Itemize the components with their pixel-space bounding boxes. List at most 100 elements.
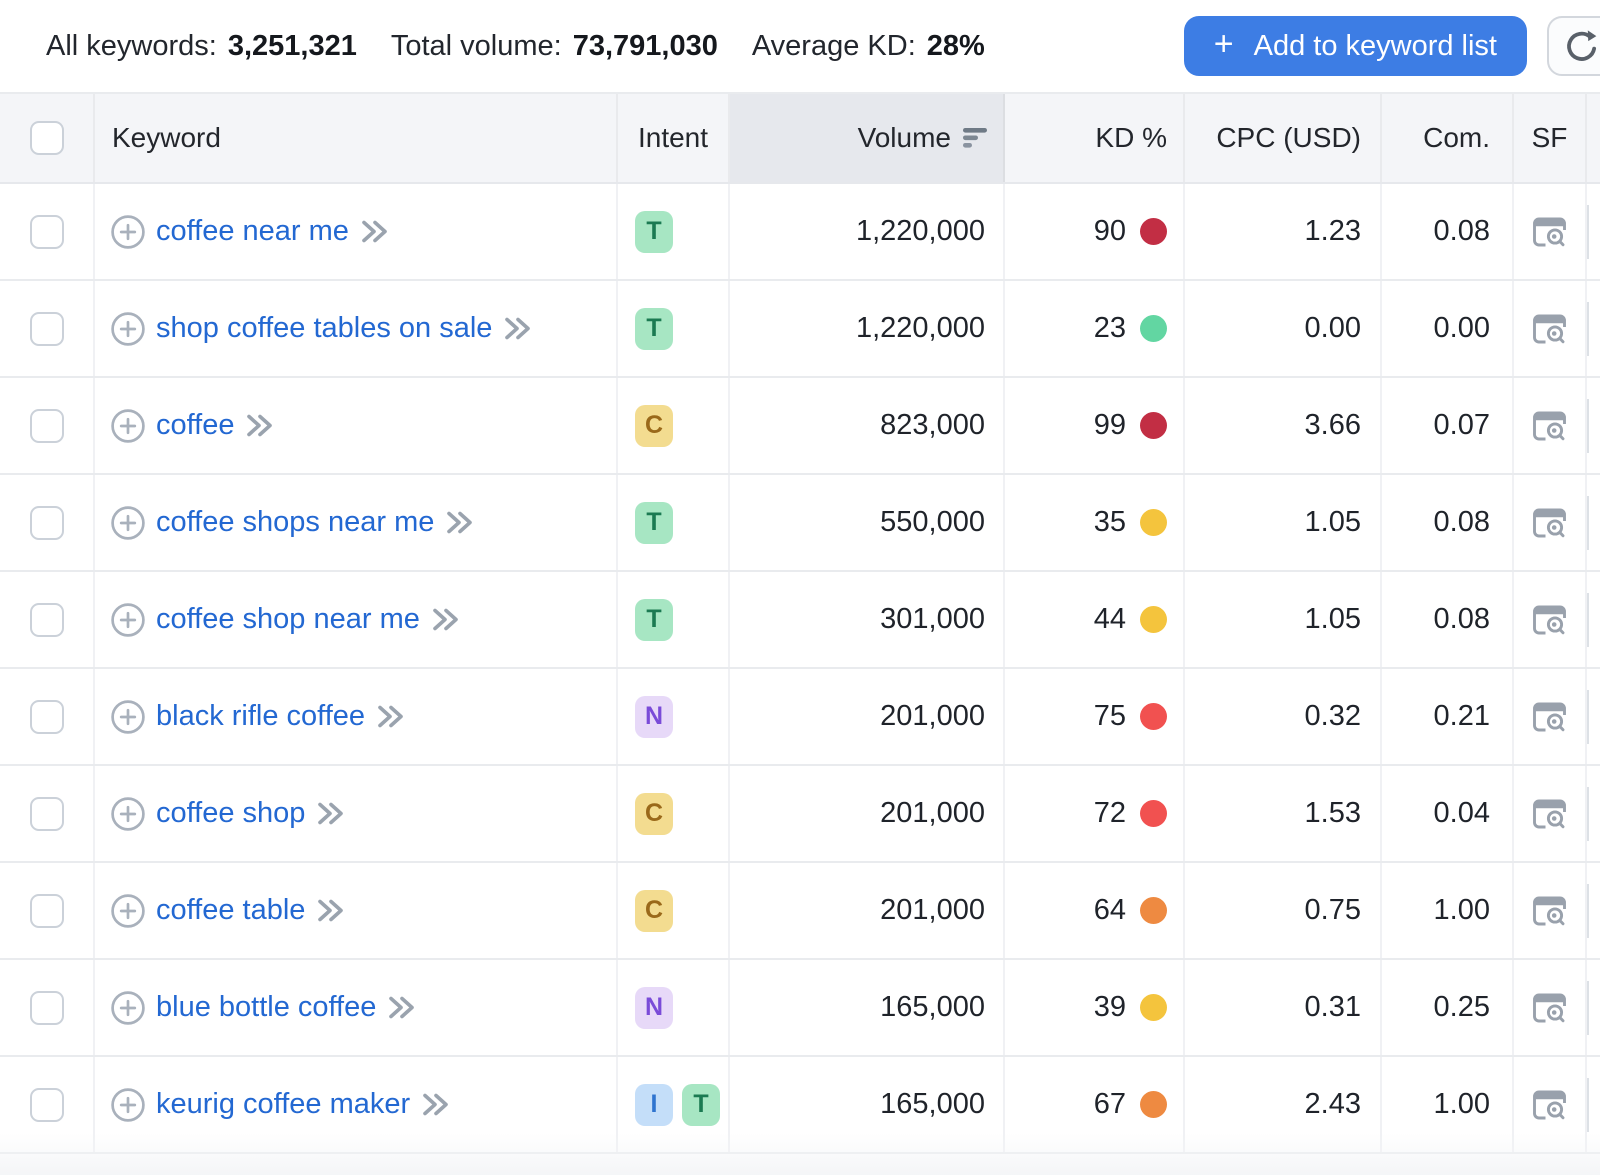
add-keyword-plus-icon[interactable]	[111, 1087, 145, 1122]
serp-features-icon[interactable]	[1531, 507, 1568, 539]
keyword-link[interactable]: shop coffee tables on sale	[156, 312, 493, 344]
add-to-keyword-list-button[interactable]: + Add to keyword list	[1183, 16, 1527, 76]
volume-value: 201,000	[880, 797, 985, 829]
row-checkbox[interactable]	[29, 408, 64, 443]
row-checkbox[interactable]	[29, 1087, 64, 1122]
column-header-sf[interactable]: SF	[1514, 94, 1587, 182]
row-checkbox[interactable]	[29, 214, 64, 249]
row-checkbox[interactable]	[29, 505, 64, 540]
intent-badge-c: C	[635, 404, 673, 447]
column-header-kd[interactable]: KD %	[1005, 94, 1185, 182]
volume-value: 1,220,000	[855, 215, 985, 247]
competition-value: 1.00	[1433, 894, 1490, 926]
open-keyword-chevrons-icon[interactable]	[431, 606, 461, 633]
row-checkbox[interactable]	[29, 699, 64, 734]
open-keyword-chevrons-icon[interactable]	[245, 412, 275, 439]
intent-badge-t: T	[635, 501, 673, 544]
keyword-link[interactable]: coffee table	[156, 894, 306, 926]
competition-value: 0.07	[1433, 409, 1490, 441]
keyword-link[interactable]: coffee	[156, 409, 235, 441]
table-header: Keyword Intent Volume KD % CPC (USD) Com…	[0, 92, 1600, 184]
serp-features-icon[interactable]	[1531, 313, 1568, 345]
intent-badge-t: T	[635, 598, 673, 641]
plus-icon: +	[1213, 25, 1234, 63]
keyword-link[interactable]: coffee near me	[156, 215, 349, 247]
competition-value: 1.00	[1433, 1088, 1490, 1120]
serp-features-icon[interactable]	[1531, 895, 1568, 927]
intent-badge-t: T	[635, 307, 673, 350]
add-keyword-plus-icon[interactable]	[111, 990, 145, 1025]
keyword-link[interactable]: coffee shops near me	[156, 506, 435, 538]
open-keyword-chevrons-icon[interactable]	[387, 994, 417, 1021]
column-header-cpc[interactable]: CPC (USD)	[1185, 94, 1382, 182]
row-checkbox[interactable]	[29, 796, 64, 831]
open-keyword-chevrons-icon[interactable]	[503, 315, 533, 342]
add-keyword-plus-icon[interactable]	[111, 311, 145, 346]
serp-features-icon[interactable]	[1531, 216, 1568, 248]
serp-features-icon[interactable]	[1531, 410, 1568, 442]
volume-value: 823,000	[880, 409, 985, 441]
keyword-link[interactable]: coffee shop	[156, 797, 306, 829]
all-keywords-stat: All keywords: 3,251,321	[46, 30, 357, 63]
refresh-button[interactable]	[1547, 16, 1600, 76]
refresh-icon	[1563, 27, 1600, 65]
column-divider	[1587, 1078, 1589, 1132]
competition-value: 0.00	[1433, 312, 1490, 344]
volume-value: 1,220,000	[855, 312, 985, 344]
kd-difficulty-dot	[1140, 897, 1167, 924]
keyword-link[interactable]: blue bottle coffee	[156, 991, 377, 1023]
open-keyword-chevrons-icon[interactable]	[316, 800, 346, 827]
cpc-value: 3.66	[1304, 409, 1361, 441]
open-keyword-chevrons-icon[interactable]	[445, 509, 475, 536]
column-header-intent[interactable]: Intent	[618, 94, 730, 182]
add-keyword-plus-icon[interactable]	[111, 796, 145, 831]
open-keyword-chevrons-icon[interactable]	[421, 1091, 451, 1118]
serp-features-icon[interactable]	[1531, 1089, 1568, 1121]
keyword-link[interactable]: keurig coffee maker	[156, 1088, 411, 1120]
intent-badge-c: C	[635, 889, 673, 932]
column-divider	[1587, 399, 1589, 453]
intent-badge-t: T	[635, 210, 673, 253]
cpc-value: 0.75	[1304, 894, 1361, 926]
kd-value: 35	[1093, 506, 1126, 538]
column-divider	[1587, 593, 1589, 647]
serp-features-icon[interactable]	[1531, 604, 1568, 636]
competition-value: 0.25	[1433, 991, 1490, 1023]
add-keyword-plus-icon[interactable]	[111, 408, 145, 443]
keyword-link[interactable]: black rifle coffee	[156, 700, 366, 732]
row-checkbox[interactable]	[29, 893, 64, 928]
kd-value: 75	[1093, 700, 1126, 732]
column-divider	[1587, 496, 1589, 550]
column-header-keyword[interactable]: Keyword	[95, 94, 618, 182]
open-keyword-chevrons-icon[interactable]	[316, 897, 346, 924]
column-divider	[1587, 787, 1589, 841]
serp-features-icon[interactable]	[1531, 701, 1568, 733]
intent-badge-i: I	[635, 1083, 673, 1126]
select-all-checkbox[interactable]	[29, 121, 64, 155]
column-divider	[1587, 302, 1589, 356]
sort-desc-icon	[962, 126, 989, 150]
add-keyword-plus-icon[interactable]	[111, 214, 145, 249]
cpc-value: 0.32	[1304, 700, 1361, 732]
open-keyword-chevrons-icon[interactable]	[360, 218, 390, 245]
total-volume-value: 73,791,030	[572, 29, 718, 62]
intent-badge-c: C	[635, 792, 673, 835]
cpc-value: 1.05	[1304, 603, 1361, 635]
add-keyword-plus-icon[interactable]	[111, 505, 145, 540]
keyword-link[interactable]: coffee shop near me	[156, 603, 420, 635]
row-checkbox[interactable]	[29, 990, 64, 1025]
competition-value: 0.21	[1433, 700, 1490, 732]
kd-value: 23	[1093, 312, 1126, 344]
add-keyword-plus-icon[interactable]	[111, 893, 145, 928]
add-keyword-plus-icon[interactable]	[111, 699, 145, 734]
row-checkbox[interactable]	[29, 311, 64, 346]
add-keyword-plus-icon[interactable]	[111, 602, 145, 637]
serp-features-icon[interactable]	[1531, 992, 1568, 1024]
column-header-com[interactable]: Com.	[1382, 94, 1514, 182]
average-kd-value: 28%	[926, 29, 985, 62]
column-header-volume[interactable]: Volume	[730, 94, 1005, 182]
kd-difficulty-dot	[1140, 703, 1167, 730]
open-keyword-chevrons-icon[interactable]	[376, 703, 406, 730]
row-checkbox[interactable]	[29, 602, 64, 637]
serp-features-icon[interactable]	[1531, 798, 1568, 830]
